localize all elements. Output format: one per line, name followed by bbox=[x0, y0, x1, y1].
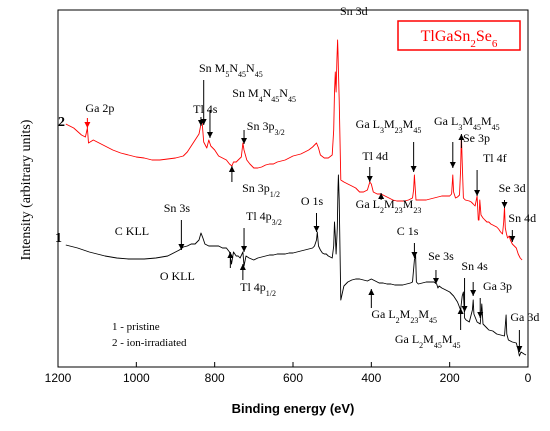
legend-irradiated: 2 - ion-irradiated bbox=[112, 337, 187, 349]
peak-arrow bbox=[501, 200, 508, 208]
plot-frame bbox=[57, 9, 529, 368]
peak-label-ga-l2m23m45: Ga L2M23M45 bbox=[371, 307, 437, 325]
peak-arrow bbox=[366, 167, 373, 182]
peak-label-c1s: C 1s bbox=[397, 224, 419, 238]
peak-arrow bbox=[432, 270, 439, 284]
peak-label-c-kll: C KLL bbox=[115, 224, 149, 238]
peak-label-ga-l2m23m23: Ga L2M23M23 bbox=[356, 197, 422, 215]
series-label-pristine: 1 bbox=[55, 231, 62, 246]
annotation-arrows bbox=[84, 80, 523, 352]
peak-label-ga-l2m45m45: Ga L2M45M45 bbox=[395, 332, 461, 350]
peak-arrow bbox=[477, 298, 484, 318]
peak-arrow bbox=[458, 134, 465, 148]
peak-arrow bbox=[411, 243, 418, 258]
peak-label-sn-m4n45n45: Sn M4N45N45 bbox=[232, 86, 296, 104]
x-tick-label: 1000 bbox=[123, 371, 150, 385]
peak-arrow bbox=[206, 110, 213, 138]
peak-arrow bbox=[449, 142, 456, 168]
series-line-irradiated bbox=[65, 39, 523, 261]
peak-label-ga3d: Ga 3d bbox=[510, 310, 539, 324]
x-tick-label: 1200 bbox=[45, 371, 72, 385]
peak-arrow bbox=[239, 264, 246, 280]
x-axis-ticks: 1200 1000 800 600 400 200 0 bbox=[45, 362, 532, 385]
peak-label-se3p: Se 3p bbox=[463, 131, 490, 145]
peak-arrow bbox=[461, 278, 468, 312]
series-label-irradiated: 2 bbox=[58, 115, 65, 130]
x-tick-label: 200 bbox=[440, 371, 460, 385]
legend-pristine: 1 - pristine bbox=[112, 321, 160, 333]
peak-arrow bbox=[516, 330, 523, 352]
peak-label-sn3d-top: Sn 3d bbox=[340, 4, 368, 18]
peak-label-se3s: Se 3s bbox=[428, 249, 454, 263]
y-axis-label: Intensity (arbitrary units) bbox=[19, 119, 34, 260]
x-axis-label: Binding energy (eV) bbox=[232, 401, 355, 416]
peak-label-sn3s: Sn 3s bbox=[164, 201, 191, 215]
peak-label-ga-l3m45m45: Ga L3M45M45 bbox=[434, 114, 500, 132]
peak-arrow bbox=[474, 170, 481, 196]
peak-label-sn-m5n45n45: Sn M5N45N45 bbox=[199, 61, 263, 79]
peak-arrow bbox=[228, 166, 235, 182]
x-tick-label: 600 bbox=[283, 371, 303, 385]
chart-title: TlGaSn2Se6 bbox=[421, 28, 498, 50]
peak-arrow bbox=[470, 282, 477, 296]
x-tick-label: 400 bbox=[361, 371, 381, 385]
peak-label-tl4f: Tl 4f bbox=[483, 151, 507, 165]
peak-label-tl4d: Tl 4d bbox=[362, 149, 388, 163]
peak-label-sn4d: Sn 4d bbox=[508, 211, 536, 225]
peak-arrow bbox=[241, 228, 248, 252]
peak-label-tl4s: Tl 4s bbox=[193, 102, 218, 116]
peak-arrow bbox=[313, 213, 320, 232]
peak-label-sn3p12: Sn 3p1/2 bbox=[242, 181, 280, 199]
peak-label-ga-l3m23m45: Ga L3M23M45 bbox=[356, 117, 422, 135]
series-line-pristine bbox=[65, 174, 527, 357]
peak-arrow bbox=[410, 142, 417, 172]
peak-arrow bbox=[227, 252, 234, 268]
peak-label-sn4s: Sn 4s bbox=[461, 259, 488, 273]
peak-label-tl4p12: Tl 4p1/2 bbox=[240, 280, 276, 298]
title-box bbox=[397, 20, 521, 51]
series-layer bbox=[65, 39, 527, 357]
x-tick-label: 800 bbox=[205, 371, 225, 385]
peak-annotations: Sn 3d Ga 2p Tl 4s Sn M5N45N45 Sn M4N45N45 Sn … bbox=[85, 4, 539, 350]
x-tick-label: 0 bbox=[525, 371, 532, 385]
peak-label-tl4p32: Tl 4p3/2 bbox=[246, 209, 282, 227]
peak-arrow bbox=[368, 289, 375, 308]
peak-label-sn3p32: Sn 3p3/2 bbox=[247, 119, 285, 137]
peak-arrow bbox=[509, 230, 516, 242]
peak-arrow bbox=[84, 118, 91, 128]
peak-label-o1s: O 1s bbox=[301, 194, 324, 208]
peak-label-ga2p: Ga 2p bbox=[85, 101, 114, 115]
peak-arrow bbox=[241, 130, 248, 144]
peak-arrow bbox=[200, 80, 207, 125]
peak-arrow bbox=[378, 193, 385, 200]
peak-arrow bbox=[178, 220, 185, 250]
peak-arrow bbox=[457, 308, 464, 330]
peak-label-ga3p: Ga 3p bbox=[483, 279, 512, 293]
peak-label-o-kll: O KLL bbox=[160, 269, 195, 283]
peak-label-se3d: Se 3d bbox=[499, 181, 526, 195]
